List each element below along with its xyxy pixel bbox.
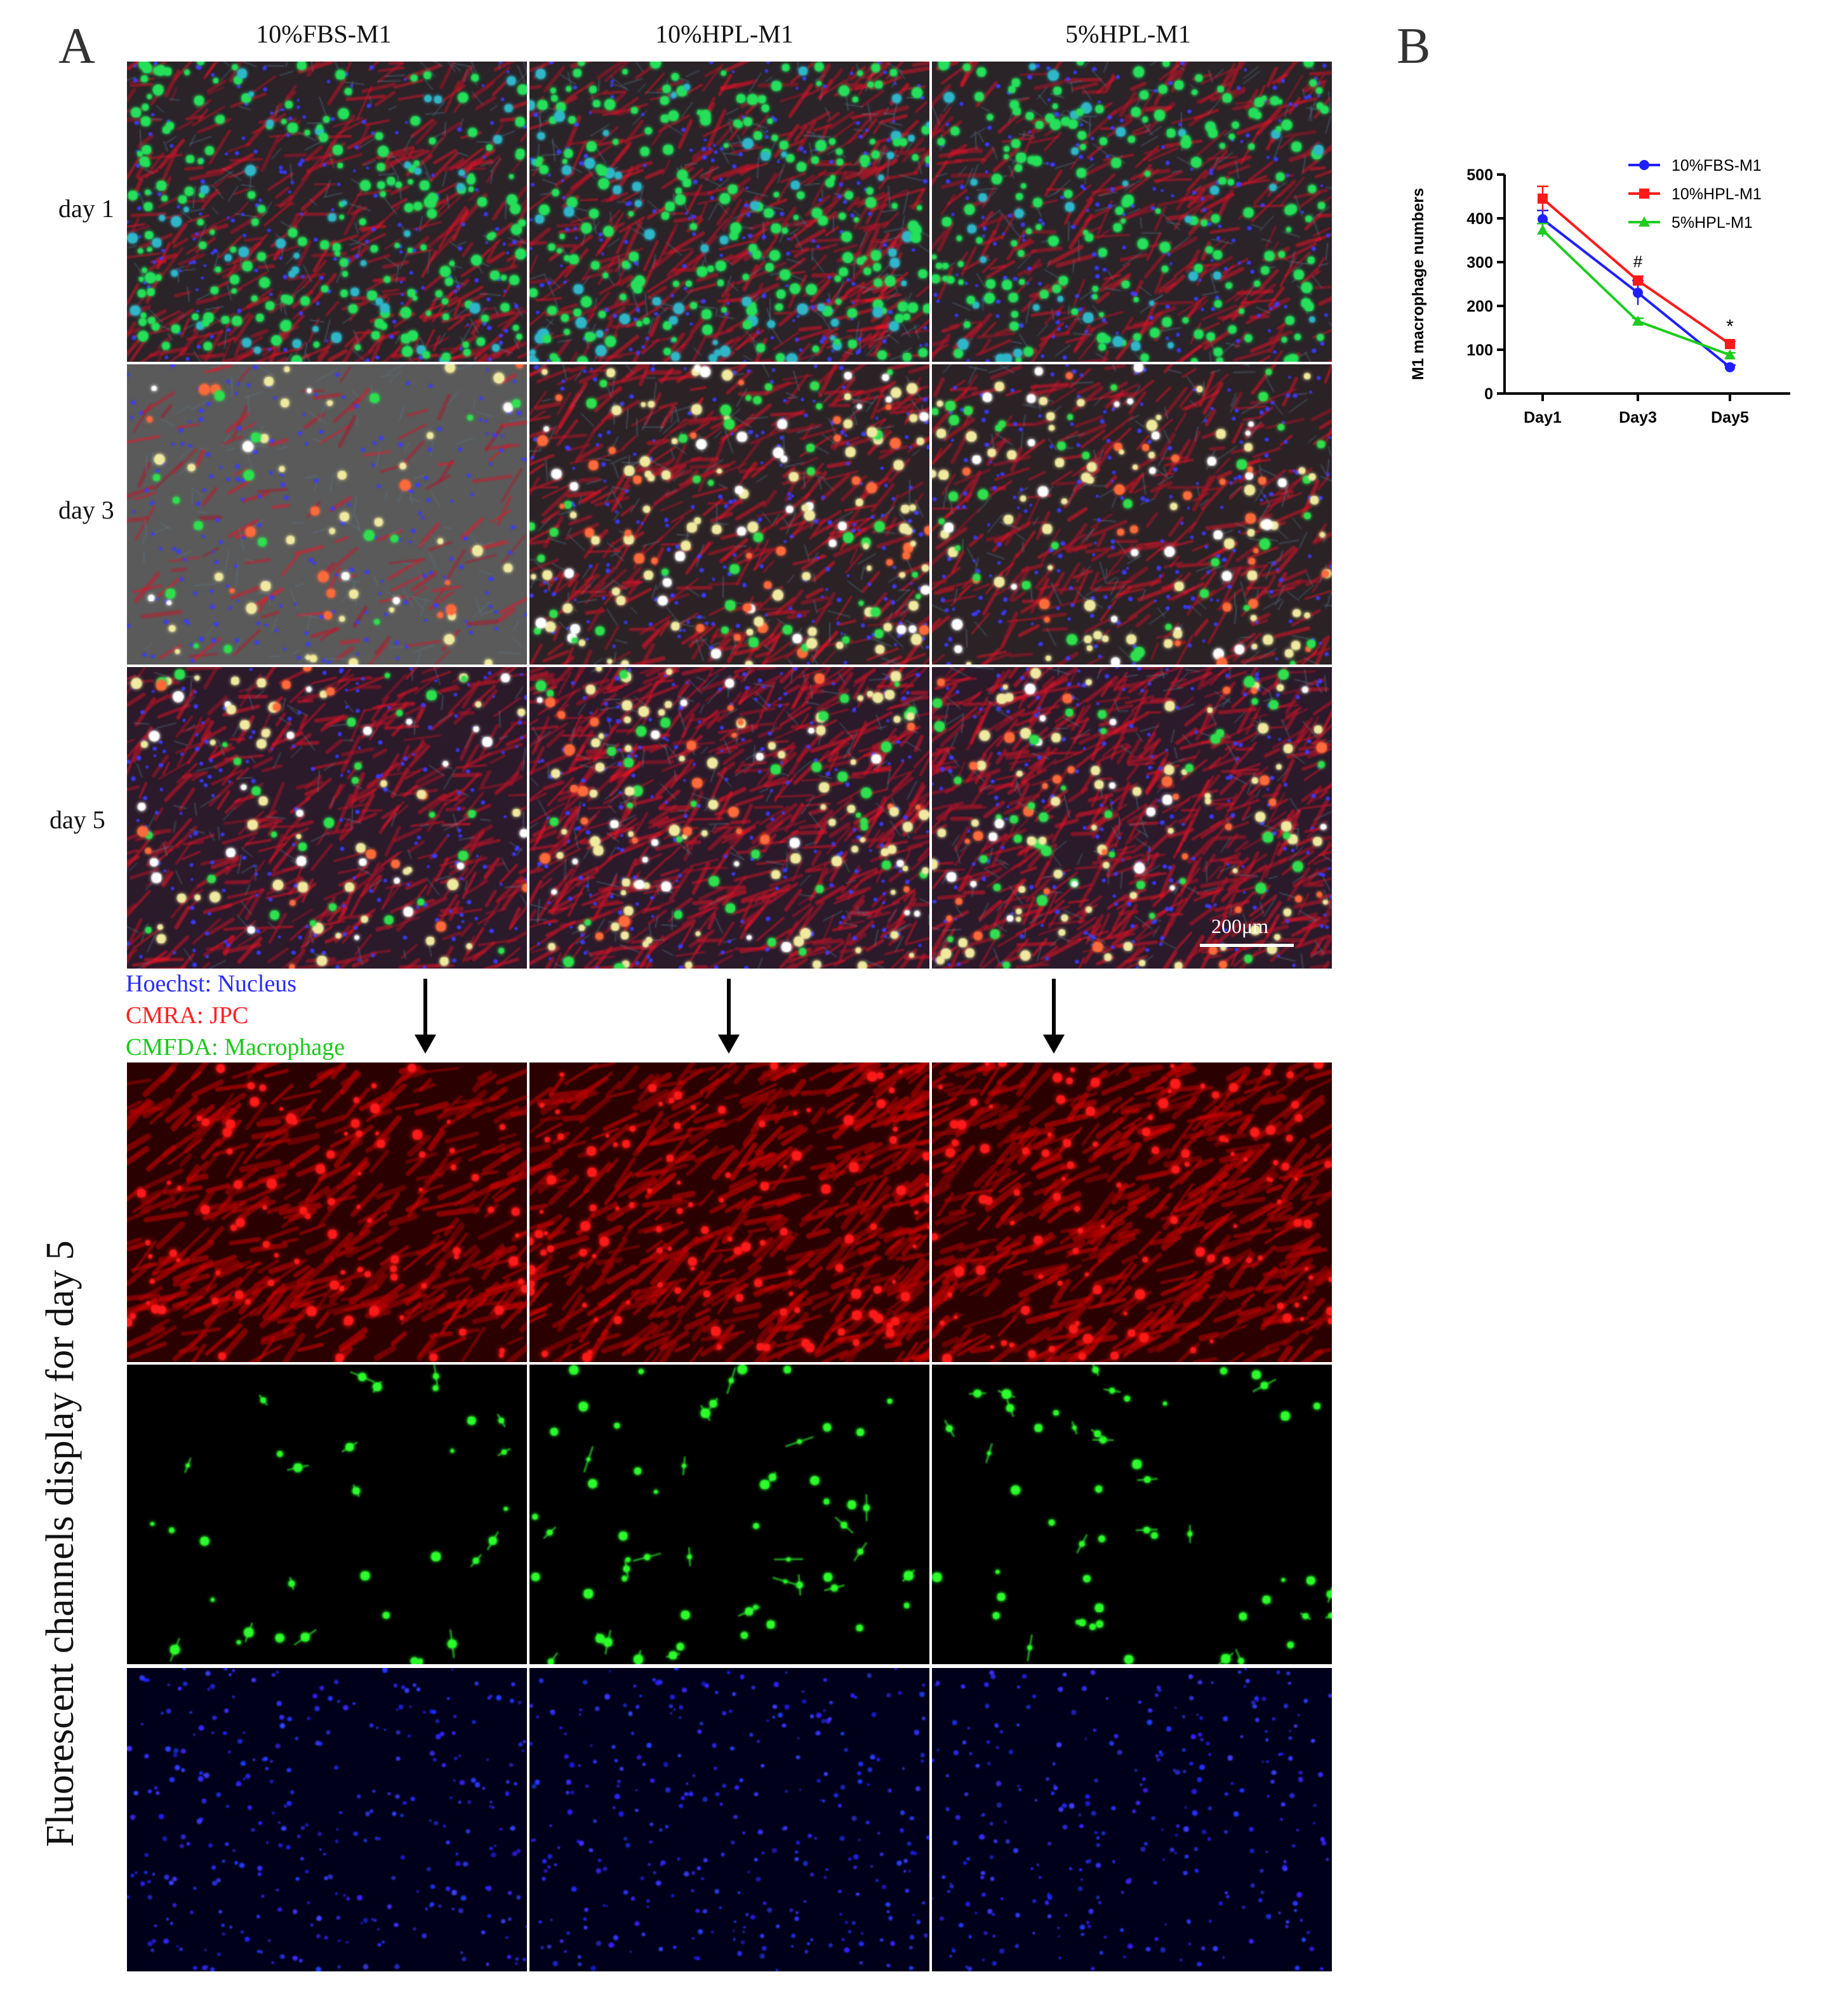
line-chart: 0 100 200 300 400 500 Day1 Day3 Day5 M1 macrophag…: [1409, 157, 1790, 427]
legend-marker: [1639, 216, 1650, 227]
channel-red-fbs: [127, 1062, 527, 1362]
micrograph-hpl5-day5: 200μm: [932, 667, 1332, 969]
row-header-day3: day 3: [58, 496, 114, 524]
channel-green-hpl10: [529, 1365, 929, 1664]
y-tick-label: 200: [1466, 298, 1493, 315]
data-point: [1725, 362, 1735, 373]
channel-red-hpl5: [932, 1062, 1332, 1362]
column-header-fbs: 10%FBS-M1: [256, 20, 392, 48]
legend-marker: [1639, 189, 1649, 199]
y-axis-label: M1 macrophage numbers: [1409, 188, 1427, 380]
x-tick-label: Day3: [1619, 409, 1657, 427]
stain-legend-hoechst: Hoechst: Nucleus: [126, 970, 297, 997]
stain-legend-cmfda: CMFDA: Macrophage: [126, 1034, 345, 1061]
x-tick-label: Day1: [1524, 409, 1562, 427]
down-arrow-icon: [718, 979, 740, 1054]
significance-marker: #: [1633, 252, 1643, 271]
row-header-day5: day 5: [50, 805, 105, 834]
data-point: [1725, 339, 1735, 350]
micrograph-fbs-day3: [127, 364, 527, 665]
micrograph-hpl10-day3: [529, 364, 929, 665]
micrograph-hpl5-day1: [932, 62, 1332, 362]
significance-marker: *: [1726, 316, 1734, 337]
data-point: [1632, 315, 1644, 326]
data-point: [1633, 288, 1643, 298]
scale-bar-label: 200μm: [1211, 915, 1269, 937]
x-tick-label: Day5: [1711, 409, 1749, 427]
channel-blue-fbs: [127, 1668, 527, 1971]
data-point: [1724, 349, 1736, 360]
data-point: [1538, 214, 1548, 225]
y-tick-label: 400: [1466, 210, 1493, 228]
stain-legend-cmra: CMRA: JPC: [126, 1002, 249, 1029]
legend-label: 10%HPL-M1: [1672, 185, 1762, 203]
scale-bar: [1200, 944, 1294, 947]
legend-label: 5%HPL-M1: [1672, 214, 1753, 232]
channel-blue-hpl10: [529, 1668, 929, 1971]
channel-red-hpl10: [529, 1062, 929, 1362]
y-tick-label: 0: [1484, 385, 1493, 403]
channel-blue-hpl5: [932, 1668, 1332, 1971]
micrograph-hpl5-day3: [932, 364, 1332, 665]
legend-label: 10%FBS-M1: [1672, 157, 1762, 175]
micrograph-hpl10-day5: [529, 667, 929, 969]
row-header-day1: day 1: [58, 194, 114, 223]
column-header-hpl10: 10%HPL-M1: [655, 20, 794, 48]
down-arrow-icon: [1043, 979, 1065, 1054]
y-tick-label: 100: [1466, 341, 1493, 359]
micrograph-hpl10-day1: [529, 62, 929, 362]
y-tick-label: 300: [1466, 254, 1493, 272]
channel-green-fbs: [127, 1365, 527, 1664]
channel-green-hpl5: [932, 1365, 1332, 1664]
data-point: [1538, 193, 1548, 204]
legend-marker: [1639, 160, 1649, 170]
panel-a-letter: A: [58, 18, 95, 74]
vertical-channels-label: Fluorescent channels display for day 5: [39, 1240, 82, 1847]
data-point: [1633, 275, 1643, 286]
column-header-hpl5: 5%HPL-M1: [1065, 20, 1191, 48]
down-arrow-icon: [415, 979, 436, 1054]
data-point: [1537, 224, 1548, 235]
micrograph-fbs-day5: [127, 667, 527, 969]
micrograph-fbs-day1: [127, 62, 527, 362]
panel-b-letter: B: [1397, 18, 1431, 74]
y-tick-label: 500: [1466, 166, 1493, 184]
